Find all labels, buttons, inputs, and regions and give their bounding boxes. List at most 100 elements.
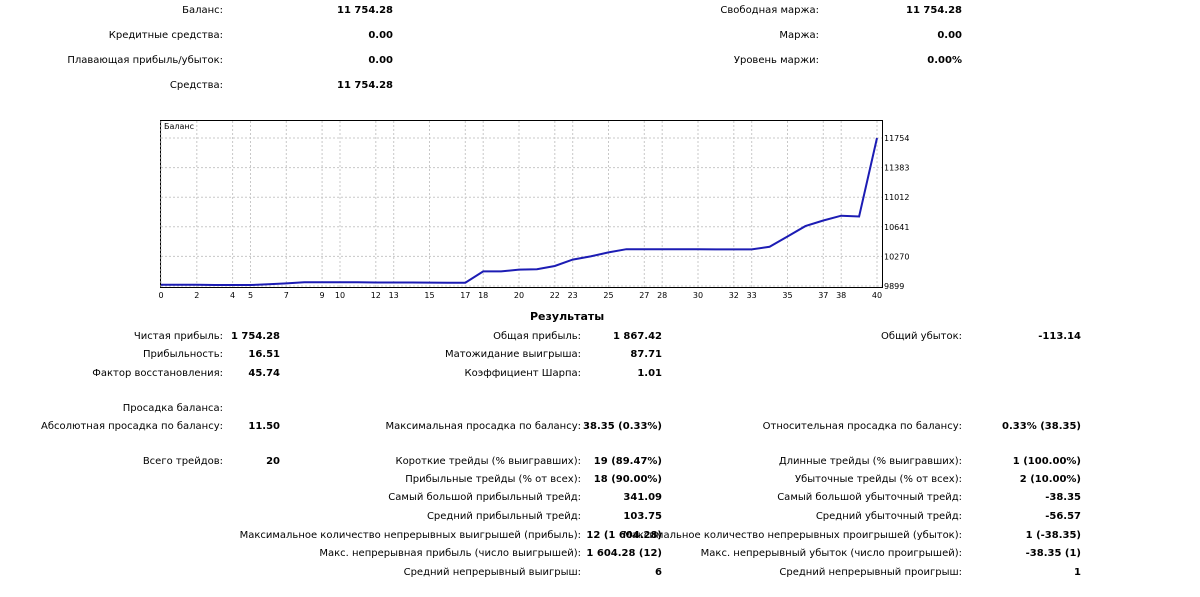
equity-value: 11 754.28 xyxy=(337,80,393,91)
avg-cons-wins-value: 6 xyxy=(655,567,662,578)
x-tick-label: 22 xyxy=(550,291,560,300)
max-drawdown-value: 38.35 (0.33%) xyxy=(583,421,662,432)
expected-payoff-label: Матожидание выигрыша: xyxy=(444,349,581,360)
margin-level-value: 0.00% xyxy=(927,55,962,66)
x-tick-label: 28 xyxy=(657,291,667,300)
max-cons-losses-value: 1 (-38.35) xyxy=(1025,530,1081,541)
x-tick-label: 13 xyxy=(389,291,399,300)
short-trades-value: 19 (89.47%) xyxy=(593,456,662,467)
margin-label: Маржа: xyxy=(779,30,819,41)
max-cons-wins-label: Максимальное количество непрерывных выиг… xyxy=(239,530,581,541)
total-trades-label: Всего трейдов: xyxy=(142,456,223,467)
avg-cons-losses-value: 1 xyxy=(1074,567,1081,578)
max-cons-profit-value: 1 604.28 (12) xyxy=(586,548,662,559)
recovery-factor-label: Фактор восстановления: xyxy=(92,368,223,379)
largest-profit-label: Самый большой прибыльный трейд: xyxy=(388,492,581,503)
x-tick-label: 30 xyxy=(693,291,703,300)
x-tick-label: 25 xyxy=(603,291,613,300)
x-tick-label: 27 xyxy=(639,291,649,300)
avg-profit-label: Средний прибыльный трейд: xyxy=(426,511,581,522)
x-tick-label: 10 xyxy=(335,291,345,300)
max-cons-wins-value: 12 (1 604.28) xyxy=(586,530,662,541)
largest-loss-label: Самый большой убыточный трейд: xyxy=(777,492,962,503)
expected-payoff-value: 87.71 xyxy=(630,349,662,360)
x-tick-label: 15 xyxy=(424,291,434,300)
x-tick-label: 20 xyxy=(514,291,524,300)
y-tick-label: 11754 xyxy=(884,134,909,143)
profit-trades-value: 18 (90.00%) xyxy=(593,474,662,485)
x-tick-label: 40 xyxy=(872,291,882,300)
y-tick-label: 10270 xyxy=(884,252,909,261)
max-cons-losses-label: Максимальное количество непрерывных прои… xyxy=(623,530,962,541)
x-tick-label: 4 xyxy=(230,291,235,300)
gross-profit-label: Общая прибыль: xyxy=(493,331,581,342)
x-tick-label: 37 xyxy=(818,291,828,300)
profit-factor-value: 16.51 xyxy=(248,349,280,360)
free-margin-value: 11 754.28 xyxy=(906,5,962,16)
chart-title: Баланс xyxy=(164,122,194,131)
sharpe-value: 1.01 xyxy=(637,368,662,379)
y-tick-label: 10641 xyxy=(884,223,909,232)
free-margin-label: Свободная маржа: xyxy=(720,5,819,16)
largest-loss-value: -38.35 xyxy=(1045,492,1081,503)
y-tick-label: 9899 xyxy=(884,282,904,291)
floating-pl-value: 0.00 xyxy=(368,55,393,66)
abs-drawdown-value: 11.50 xyxy=(248,421,280,432)
net-profit-value: 1 754.28 xyxy=(230,331,280,342)
balance-label: Баланс: xyxy=(182,5,223,16)
avg-loss-value: -56.57 xyxy=(1045,511,1081,522)
floating-pl-label: Плавающая прибыль/убыток: xyxy=(67,55,223,66)
max-cons-loss-value: -38.35 (1) xyxy=(1025,548,1081,559)
x-tick-label: 12 xyxy=(371,291,381,300)
profit-trades-label: Прибыльные трейды (% от всех): xyxy=(405,474,581,485)
x-tick-label: 9 xyxy=(320,291,325,300)
y-tick-label: 11012 xyxy=(884,193,909,202)
max-drawdown-label: Максимальная просадка по балансу: xyxy=(385,421,581,432)
gross-loss-label: Общий убыток: xyxy=(881,331,962,342)
avg-profit-value: 103.75 xyxy=(623,511,662,522)
x-tick-label: 33 xyxy=(747,291,757,300)
x-tick-label: 17 xyxy=(460,291,470,300)
balance-chart: Баланс 0 2 4 5 7 9 10 12 13 15 17 18 20 22 23 25 27 28 30 3… xyxy=(158,120,909,300)
sharpe-label: Коэффициент Шарпа: xyxy=(464,368,581,379)
max-cons-profit-label: Макс. непрерывная прибыль (число выигрыш… xyxy=(319,548,581,559)
rel-drawdown-value: 0.33% (38.35) xyxy=(1002,421,1081,432)
credit-label: Кредитные средства: xyxy=(108,30,223,41)
x-tick-label: 7 xyxy=(284,291,289,300)
equity-label: Средства: xyxy=(169,80,223,91)
x-tick-label: 0 xyxy=(158,291,163,300)
rel-drawdown-label: Относительная просадка по балансу: xyxy=(762,421,962,432)
credit-value: 0.00 xyxy=(368,30,393,41)
recovery-factor-value: 45.74 xyxy=(248,368,280,379)
x-tick-label: 35 xyxy=(782,291,792,300)
gross-profit-value: 1 867.42 xyxy=(612,331,662,342)
results-title: Результаты xyxy=(530,310,605,323)
x-tick-label: 23 xyxy=(568,291,578,300)
long-trades-value: 1 (100.00%) xyxy=(1012,456,1081,467)
avg-cons-losses-label: Средний непрерывный проигрыш: xyxy=(779,567,962,578)
margin-value: 0.00 xyxy=(937,30,962,41)
x-tick-label: 32 xyxy=(729,291,739,300)
margin-level-label: Уровень маржи: xyxy=(733,55,819,66)
loss-trades-label: Убыточные трейды (% от всех): xyxy=(794,474,962,485)
y-tick-label: 11383 xyxy=(884,164,909,173)
largest-profit-value: 341.09 xyxy=(623,492,662,503)
abs-drawdown-label: Абсолютная просадка по балансу: xyxy=(41,421,223,432)
avg-cons-wins-label: Средний непрерывный выигрыш: xyxy=(403,567,581,578)
balance-series-line xyxy=(161,137,878,286)
loss-trades-value: 2 (10.00%) xyxy=(1019,474,1081,485)
net-profit-label: Чистая прибыль: xyxy=(133,331,223,342)
plot-area xyxy=(160,120,883,288)
short-trades-label: Короткие трейды (% выигравших): xyxy=(395,456,581,467)
drawdown-header: Просадка баланса: xyxy=(122,403,223,414)
x-tick-label: 18 xyxy=(478,291,488,300)
x-tick-label: 2 xyxy=(194,291,199,300)
total-trades-value: 20 xyxy=(266,456,280,467)
balance-value: 11 754.28 xyxy=(337,5,393,16)
long-trades-label: Длинные трейды (% выигравших): xyxy=(778,456,962,467)
profit-factor-label: Прибыльность: xyxy=(143,349,223,360)
x-tick-label: 5 xyxy=(248,291,253,300)
max-cons-loss-label: Макс. непрерывный убыток (число проигрыш… xyxy=(700,548,962,559)
gross-loss-value: -113.14 xyxy=(1038,331,1081,342)
x-tick-label: 38 xyxy=(836,291,846,300)
